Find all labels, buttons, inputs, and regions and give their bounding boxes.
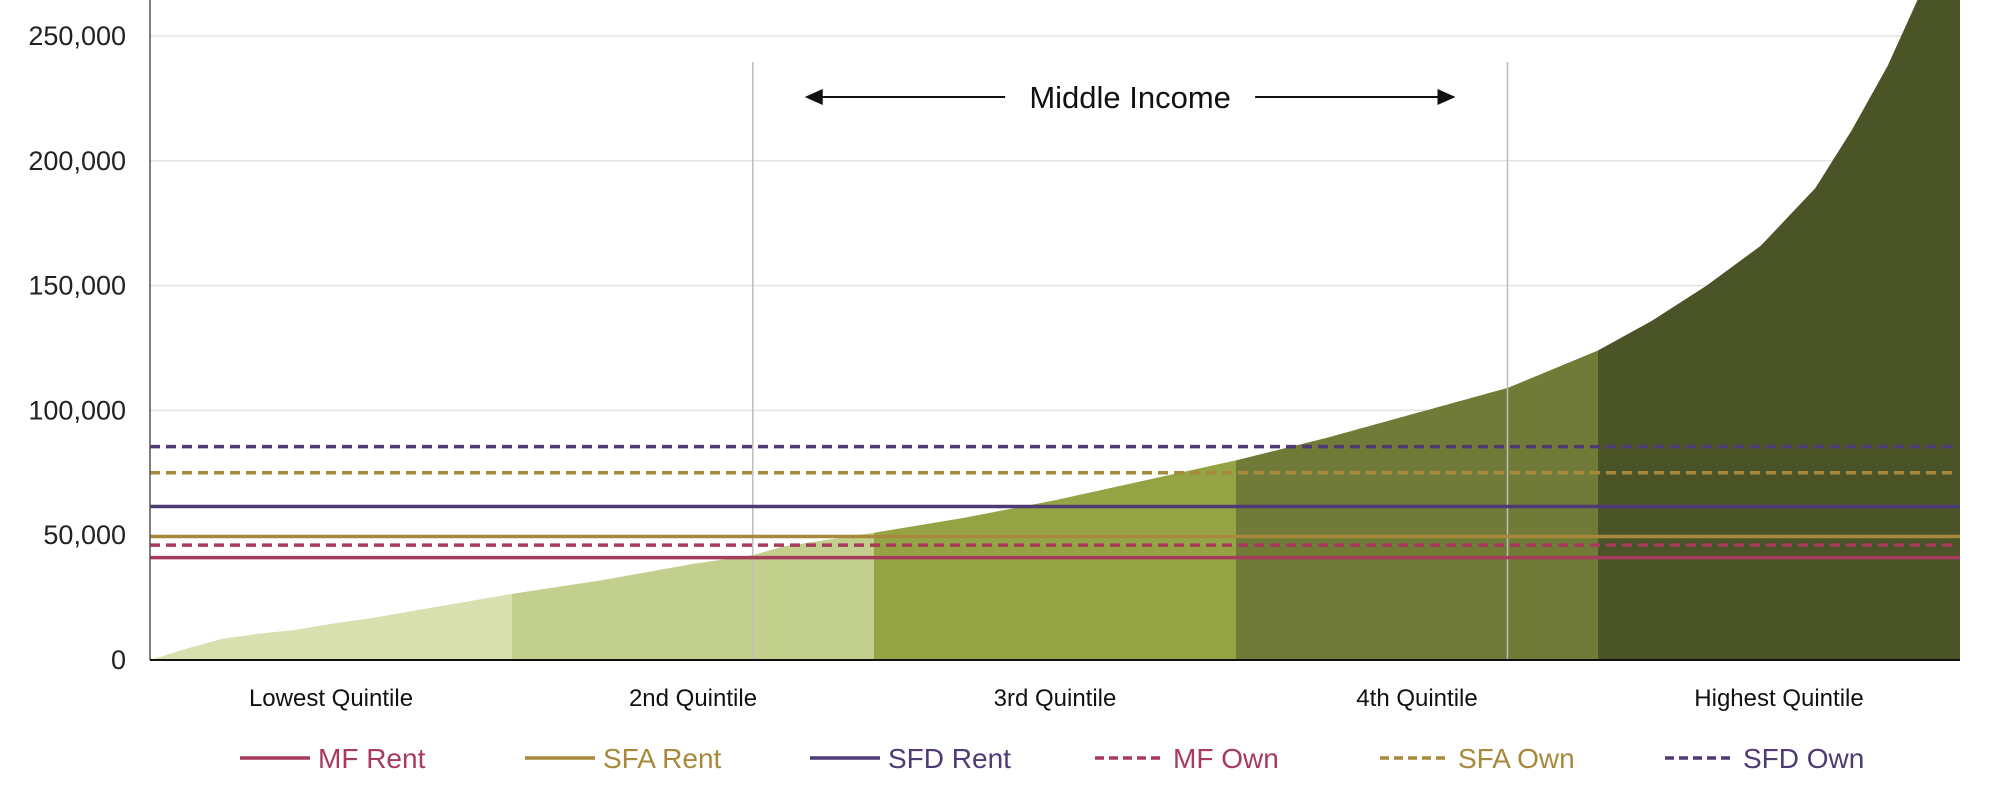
legend-label: SFA Own <box>1458 743 1575 774</box>
legend-label: SFD Own <box>1743 743 1864 774</box>
y-tick-label: 100,000 <box>28 395 126 425</box>
quintile-area <box>150 593 512 660</box>
left-arrow-icon <box>804 89 823 105</box>
y-tick-label: 0 <box>111 645 126 675</box>
y-tick-label: 250,000 <box>28 21 126 51</box>
legend-label: SFA Rent <box>603 743 722 774</box>
quintile-area <box>512 532 874 660</box>
quintile-area <box>874 460 1236 660</box>
legend-label: MF Own <box>1173 743 1279 774</box>
y-tick-label: 150,000 <box>28 271 126 301</box>
middle-income-annotation: Middle Income <box>804 80 1456 115</box>
x-category-label: 3rd Quintile <box>994 685 1117 712</box>
legend: MF Rent SFA Rent SFD Rent MF Own SFA Own SFD … <box>240 743 1864 774</box>
legend-label: SFD Rent <box>888 743 1011 774</box>
legend-label: MF Rent <box>318 743 426 774</box>
y-tick-label: 50,000 <box>43 520 126 550</box>
threshold-lines <box>150 444 1960 560</box>
middle-income-dividers <box>751 62 1509 660</box>
y-tick-label: 200,000 <box>28 146 126 176</box>
x-category-label: 4th Quintile <box>1356 685 1477 712</box>
x-category-label: 2nd Quintile <box>629 685 757 712</box>
middle-income-label: Middle Income <box>1029 80 1231 115</box>
quintile-area <box>1598 0 1960 660</box>
x-category-label: Highest Quintile <box>1694 685 1863 712</box>
x-category-label: Lowest Quintile <box>249 685 413 712</box>
axis-layer: 0 50,000 100,000 150,000 200,000 250,000 Lowes… <box>28 0 1960 712</box>
right-arrow-icon <box>1437 89 1456 105</box>
